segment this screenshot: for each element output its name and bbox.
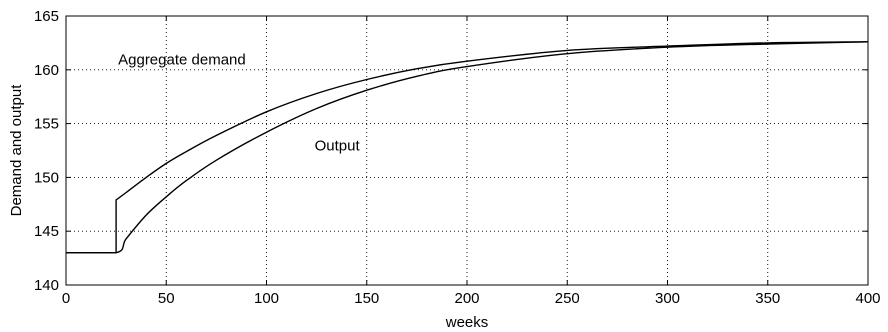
y-tick-label: 145 — [34, 223, 59, 240]
y-tick-label: 150 — [34, 169, 59, 186]
x-tick-label: 150 — [354, 290, 379, 307]
y-tick-label: 165 — [34, 8, 59, 25]
x-tick-label: 250 — [555, 290, 580, 307]
x-tick-label: 50 — [158, 290, 175, 307]
y-tick-label: 155 — [34, 116, 59, 133]
series-line-output — [66, 41, 869, 254]
annotation-label: Output — [315, 138, 361, 155]
x-tick-label: 300 — [655, 290, 680, 307]
y-tick-label: 160 — [34, 62, 59, 79]
x-tick-label: 400 — [855, 290, 880, 307]
y-tick-label: 140 — [34, 277, 59, 294]
annotation-label: Aggregate demand — [118, 51, 246, 68]
x-tick-label: 0 — [62, 290, 70, 307]
series-line-aggregate-demand — [66, 41, 869, 254]
annotations: Aggregate demand Output — [118, 51, 360, 154]
x-axis-label: weeks — [445, 314, 489, 331]
axis-ticks: 0 50 100 150 200 250 300 350 400 140 145 150 155 160 1… — [34, 8, 881, 307]
y-axis-label: Demand and output — [8, 84, 25, 217]
series-group — [66, 41, 869, 254]
x-tick-label: 350 — [755, 290, 780, 307]
x-tick-label: 200 — [454, 290, 479, 307]
x-tick-label: 100 — [254, 290, 279, 307]
